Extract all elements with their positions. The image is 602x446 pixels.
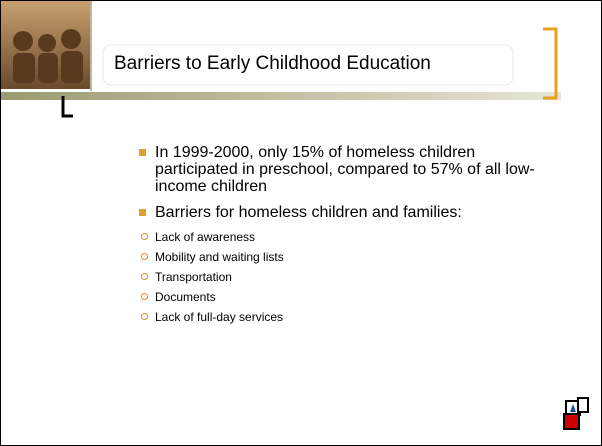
right-bracket <box>543 27 558 100</box>
sub-bullet: Transportation <box>139 270 559 284</box>
sub-bullet: Mobility and waiting lists <box>139 250 559 264</box>
sub-list: Lack of awareness Mobility and waiting li… <box>139 230 559 324</box>
slide-body: In 1999-2000, only 15% of homeless child… <box>139 144 559 330</box>
left-bracket <box>61 96 73 118</box>
bullet: Barriers for homeless children and famil… <box>139 204 559 221</box>
bullet: In 1999-2000, only 15% of homeless child… <box>139 144 559 195</box>
title-bar <box>1 92 561 100</box>
photo-figures <box>13 29 83 83</box>
title-box <box>102 44 514 86</box>
sub-bullet: Lack of awareness <box>139 230 559 244</box>
sub-bullet: Lack of full-day services <box>139 310 559 324</box>
slide-title: Barriers to Early Childhood Education <box>114 53 431 74</box>
logo-blocks <box>563 397 589 430</box>
sub-bullet: Documents <box>139 290 559 304</box>
